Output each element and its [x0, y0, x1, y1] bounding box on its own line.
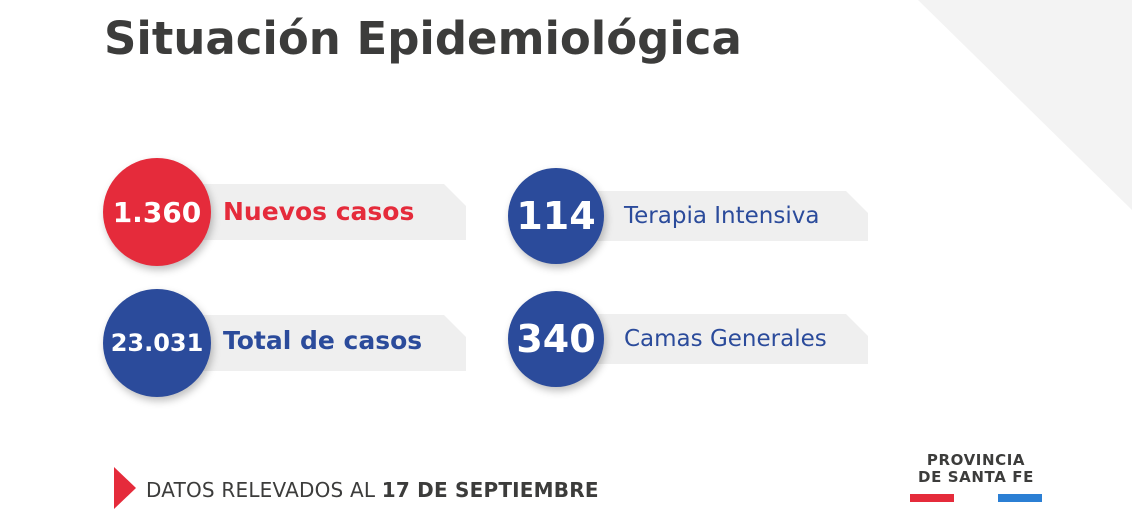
- stat-value-circle: 23.031: [103, 289, 211, 397]
- stat-band: [596, 314, 868, 364]
- stat-band: [200, 184, 466, 240]
- stat-value: 1.360: [112, 195, 202, 229]
- stat-value: 114: [516, 194, 596, 238]
- stat-label: Nuevos casos: [223, 197, 415, 226]
- play-arrow-icon: [114, 467, 136, 509]
- province-logo: PROVINCIA DE SANTA FE: [908, 452, 1044, 504]
- stat-band: [596, 191, 868, 241]
- page-title: Situación Epidemiológica: [104, 12, 742, 65]
- stat-label: Terapia Intensiva: [624, 203, 820, 229]
- stat-value-circle: 340: [508, 291, 604, 387]
- logo-line-2: DE SANTA FE: [918, 468, 1034, 486]
- stat-label: Camas Generales: [624, 326, 827, 352]
- logo-bar-blue: [998, 494, 1042, 502]
- stat-value-circle: 114: [508, 168, 604, 264]
- data-date-prefix: DATOS RELEVADOS AL: [146, 478, 376, 502]
- stat-value: 340: [516, 317, 596, 361]
- stat-value: 23.031: [110, 329, 204, 357]
- logo-bar-red: [910, 494, 954, 502]
- data-date-note: DATOS RELEVADOS AL 17 DE SEPTIEMBRE: [146, 478, 599, 502]
- logo-line-1: PROVINCIA: [926, 451, 1026, 469]
- data-date: 17 DE SEPTIEMBRE: [381, 478, 599, 502]
- stat-value-circle: 1.360: [103, 158, 211, 266]
- stat-band: [200, 315, 466, 371]
- stat-label: Total de casos: [223, 326, 423, 355]
